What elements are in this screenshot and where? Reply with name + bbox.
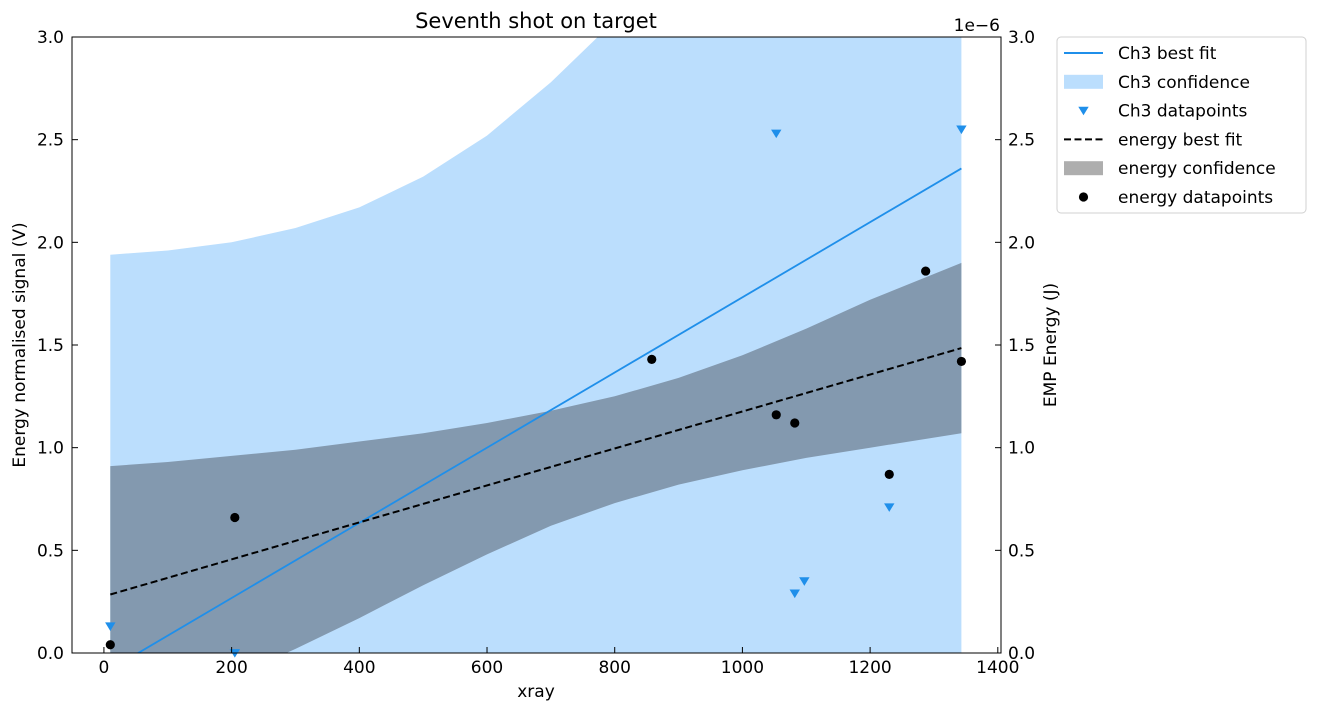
- fit-lines: [110, 167, 962, 653]
- energy-datapoints-point: [956, 356, 967, 367]
- right-tick-label: 0.5: [1008, 541, 1035, 561]
- right-tick-label: 0.0: [1008, 644, 1035, 664]
- y-tick-label: 0.5: [37, 541, 64, 561]
- y-tick-label: 0.0: [37, 644, 64, 664]
- ch3-datapoints-point: [789, 589, 800, 599]
- x-tick-label: 0: [99, 658, 110, 678]
- x-tick-label: 1200: [848, 658, 891, 678]
- ch3-datapoints-point: [799, 577, 810, 586]
- y-axis-ticks: 0.0 0.5 1.0 1.5 2.0 2.5 3.0: [37, 28, 78, 664]
- legend-label: Ch3 confidence: [1118, 73, 1250, 93]
- energy-datapoints-point: [921, 266, 931, 276]
- band-energy-confidence: [110, 262, 962, 653]
- legend-swatch-triangle: [1078, 106, 1089, 116]
- legend-swatch-circle: [1078, 192, 1089, 202]
- energy-datapoints-point: [790, 418, 800, 428]
- legend-label: Ch3 best fit: [1118, 44, 1217, 64]
- legend: Ch3 best fit Ch3 confidence Ch3 datapoints…: [1056, 36, 1307, 214]
- x-tick-label: 400: [343, 658, 375, 678]
- y-tick-label: 1.5: [37, 336, 64, 356]
- right-tick-label: 3.0: [1008, 28, 1035, 48]
- right-axis-ticks: 0.0 0.5 1.0 1.5 2.0 2.5 3.0: [995, 28, 1035, 664]
- legend-label: energy best fit: [1118, 130, 1243, 150]
- chart-title: Seventh shot on target: [415, 9, 657, 33]
- x-tick-label: 1400: [976, 658, 1019, 678]
- legend-swatch-patch: [1064, 74, 1103, 89]
- energy-datapoints-point: [647, 354, 657, 364]
- right-tick-label: 1.5: [1008, 336, 1035, 356]
- datapoints: [105, 125, 967, 658]
- x-tick-label: 200: [215, 658, 247, 678]
- y-axis-label: Energy normalised signal (V): [10, 222, 30, 467]
- x-tick-label: 600: [471, 658, 503, 678]
- right-tick-label: 2.5: [1008, 131, 1035, 151]
- legend-swatch-patch: [1064, 161, 1103, 176]
- energy-datapoints-point: [771, 410, 781, 420]
- ch3-datapoints-point: [884, 503, 895, 512]
- right-tick-label: 1.0: [1008, 439, 1035, 459]
- x-axis-ticks: 0 200 400 600 800 1000 1200 1400: [99, 647, 1019, 678]
- legend-frame: [1056, 36, 1307, 214]
- energy-datapoints-point: [884, 469, 894, 479]
- legend-label: energy datapoints: [1118, 188, 1273, 208]
- ch3-datapoints-point: [105, 622, 116, 631]
- right-tick-label: 2.0: [1008, 233, 1035, 253]
- confidence-bands: [110, 37, 962, 653]
- ch3-datapoints-point: [956, 125, 967, 135]
- y-tick-label: 3.0: [37, 28, 64, 48]
- ch3-datapoints-point: [771, 129, 782, 139]
- right-axis-offset: 1e−6: [954, 16, 1000, 36]
- y-tick-label: 2.5: [37, 131, 64, 151]
- ch3-best-fit-line: [136, 167, 962, 653]
- x-tick-label: 800: [598, 658, 630, 678]
- x-axis-label: xray: [517, 682, 555, 702]
- y-tick-label: 2.0: [37, 233, 64, 253]
- right-axis-label: EMP Energy (J): [1041, 283, 1061, 407]
- y-tick-label: 1.0: [37, 439, 64, 459]
- energy-best-fit-line: [110, 347, 962, 596]
- legend-label: Ch3 datapoints: [1118, 102, 1248, 122]
- x-tick-label: 1000: [721, 658, 764, 678]
- energy-datapoints-point: [105, 640, 115, 650]
- energy-datapoints-point: [230, 512, 240, 523]
- legend-label: energy confidence: [1118, 159, 1276, 179]
